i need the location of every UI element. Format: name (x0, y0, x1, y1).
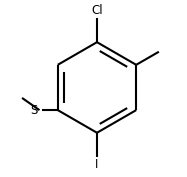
Text: S: S (30, 104, 38, 117)
Text: Cl: Cl (91, 4, 103, 17)
Text: I: I (95, 158, 99, 171)
